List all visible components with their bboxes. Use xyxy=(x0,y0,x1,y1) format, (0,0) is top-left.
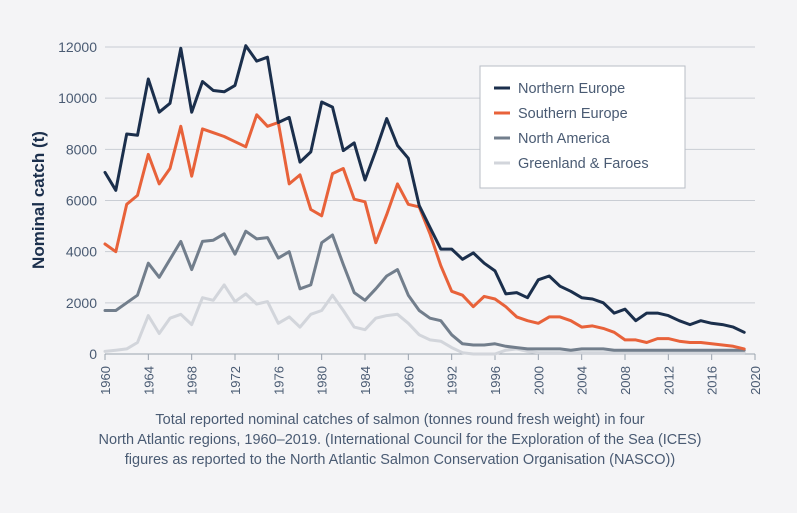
x-tick-label: 1972 xyxy=(228,366,243,395)
legend-label: Greenland & Faroes xyxy=(518,156,649,172)
caption-line-3: figures as reported to the North Atlanti… xyxy=(124,452,676,468)
series-line-north-america xyxy=(103,229,746,352)
x-tick-label: 1980 xyxy=(315,366,330,395)
caption-line-2: North Atlantic regions, 1960–2019. (Inte… xyxy=(98,432,702,448)
x-tick-label: 2000 xyxy=(531,366,546,395)
x-tick-label: 2016 xyxy=(705,366,720,395)
series-line-northern-europe xyxy=(103,44,746,334)
y-tick-label: 2000 xyxy=(66,295,97,311)
x-tick-label: 1996 xyxy=(488,366,503,395)
x-tick-label: 2012 xyxy=(661,366,676,395)
x-tick-label: 1968 xyxy=(185,366,200,395)
x-tick-label: 2020 xyxy=(748,366,763,395)
y-tick-label: 6000 xyxy=(66,193,97,209)
legend-label: Southern Europe xyxy=(518,106,628,122)
y-tick-label: 12000 xyxy=(58,39,97,55)
legend: Northern Europe Southern Europe North Amer… xyxy=(479,65,686,189)
caption-line-1: Total reported nominal catches of salmon… xyxy=(155,412,645,428)
y-axis-label: Nominal catch (t) xyxy=(29,131,48,269)
x-axis-ticks: 1960 1964 1968 1972 1976 1980 1984 1960 1992 1996… xyxy=(98,353,763,395)
legend-box xyxy=(479,65,686,189)
figure-caption: Total reported nominal catches of salmon… xyxy=(20,410,780,470)
series-lines xyxy=(103,44,746,356)
series-line-greenland-faroes xyxy=(103,283,746,356)
gridlines xyxy=(105,46,755,355)
x-tick-label: 1976 xyxy=(271,366,286,395)
x-tick-label: 2004 xyxy=(575,366,590,395)
x-tick-label: 1960 xyxy=(401,366,416,395)
y-tick-label: 0 xyxy=(89,346,97,362)
legend-label: North America xyxy=(518,131,611,147)
y-axis-ticks: 0 2000 4000 6000 8000 10000 12000 xyxy=(58,39,97,362)
legend-label: Northern Europe xyxy=(518,81,625,97)
series-line-southern-europe xyxy=(103,113,746,351)
x-tick-label: 1960 xyxy=(98,366,113,395)
x-tick-label: 1964 xyxy=(141,366,156,395)
x-tick-label: 2008 xyxy=(618,366,633,395)
y-tick-label: 8000 xyxy=(66,141,97,157)
x-tick-label: 1992 xyxy=(445,366,460,395)
line-chart: 1960 1964 1968 1972 1976 1980 1984 1960 1992 1996… xyxy=(29,39,763,395)
x-tick-label: 1984 xyxy=(358,366,373,395)
y-tick-label: 4000 xyxy=(66,244,97,260)
y-tick-label: 10000 xyxy=(58,90,97,106)
